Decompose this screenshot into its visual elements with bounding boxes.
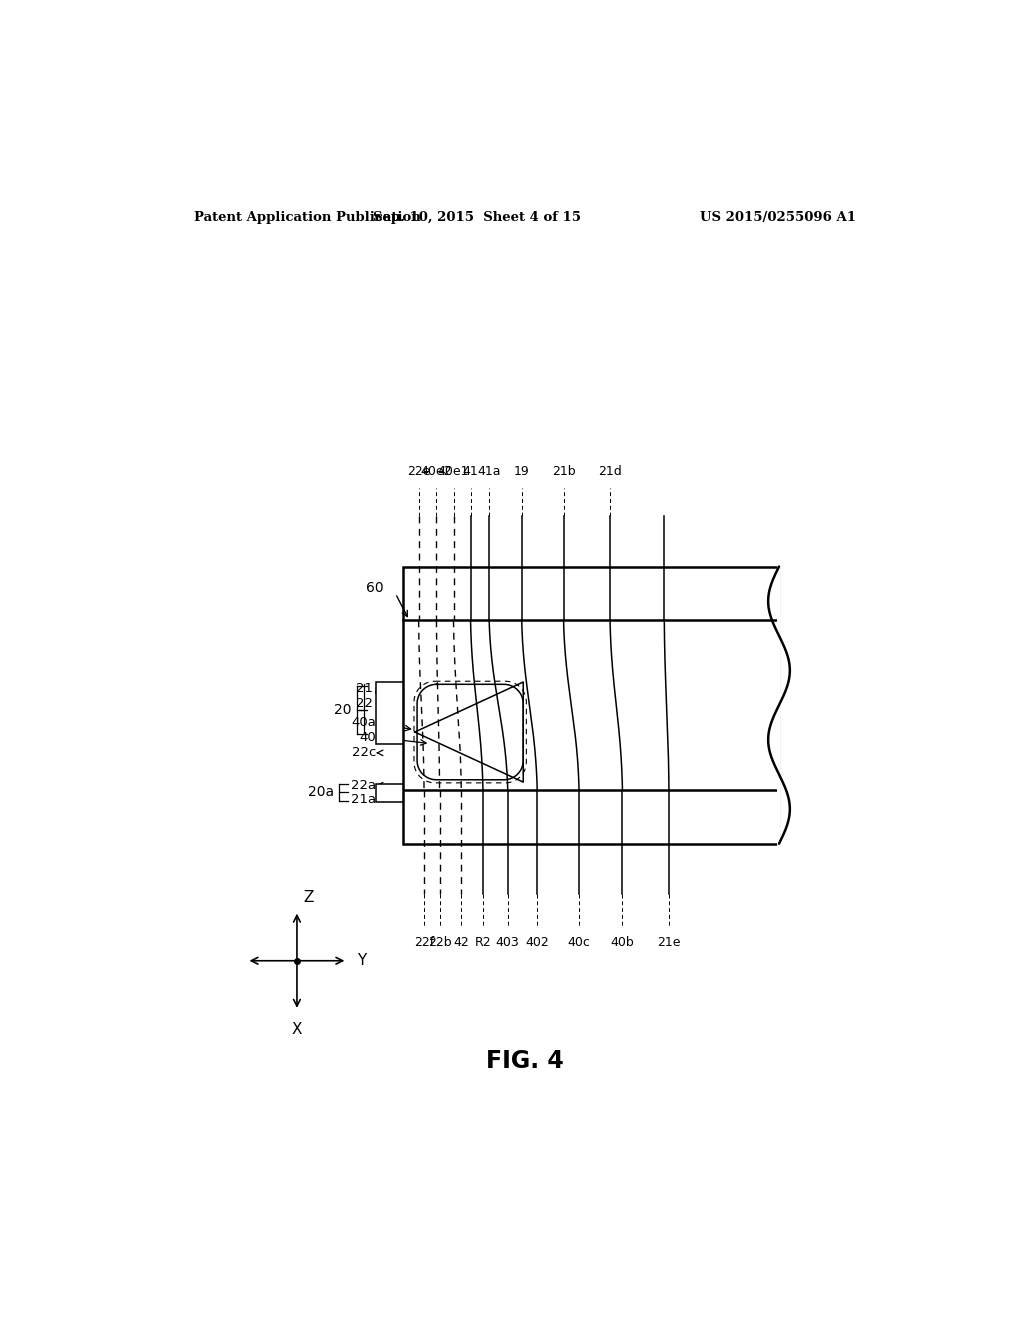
Text: 41: 41: [463, 465, 478, 478]
Bar: [403, 566, 779, 843]
Text: Z: Z: [303, 890, 313, 904]
Text: 40b: 40b: [610, 936, 634, 949]
Text: 21e: 21e: [657, 936, 681, 949]
Text: 20: 20: [334, 704, 351, 718]
Bar: [376, 682, 403, 743]
Text: 40: 40: [359, 731, 376, 744]
Text: 40e2: 40e2: [421, 465, 453, 478]
Text: Y: Y: [356, 953, 366, 969]
Text: Sep. 10, 2015  Sheet 4 of 15: Sep. 10, 2015 Sheet 4 of 15: [373, 211, 581, 224]
Text: 21d: 21d: [598, 465, 622, 478]
Text: 19: 19: [514, 465, 529, 478]
Text: R2: R2: [475, 936, 492, 949]
Text: 42: 42: [454, 936, 469, 949]
Text: FIG. 4: FIG. 4: [486, 1049, 563, 1073]
Text: 21b: 21b: [552, 465, 575, 478]
Text: X: X: [292, 1022, 302, 1038]
Text: 403: 403: [496, 936, 519, 949]
Text: 402: 402: [525, 936, 549, 949]
Text: 22f: 22f: [414, 936, 434, 949]
Text: US 2015/0255096 A1: US 2015/0255096 A1: [700, 211, 856, 224]
Text: 40c: 40c: [567, 936, 591, 949]
Text: 41a: 41a: [477, 465, 501, 478]
Text: 21a: 21a: [351, 792, 376, 805]
Text: 22e: 22e: [407, 465, 430, 478]
Text: 22b: 22b: [428, 936, 452, 949]
Text: 20a: 20a: [308, 785, 334, 799]
Text: 22a: 22a: [351, 779, 376, 792]
Text: 22: 22: [356, 697, 373, 710]
Text: 60: 60: [367, 581, 384, 595]
Text: Patent Application Publication: Patent Application Publication: [194, 211, 421, 224]
Text: 22c: 22c: [351, 746, 376, 759]
Text: 40a: 40a: [351, 715, 376, 729]
Text: 21: 21: [356, 681, 373, 694]
Bar: [376, 784, 403, 803]
Text: 40e1: 40e1: [437, 465, 469, 478]
